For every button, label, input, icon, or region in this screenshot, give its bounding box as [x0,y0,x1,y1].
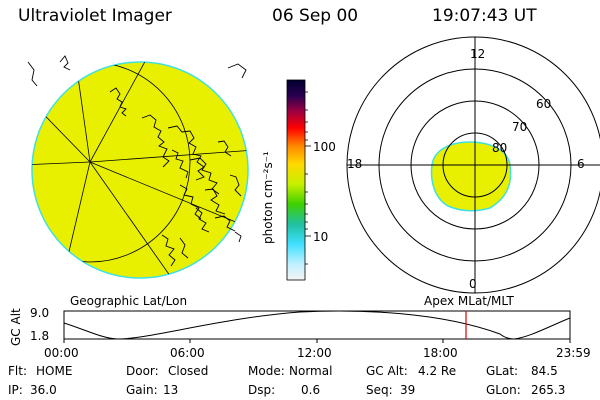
status-glon-label: GLon: [486,383,521,397]
apex-label: Apex MLat/MLT [424,294,514,308]
status-mode-value: Normal [289,364,333,378]
status-gcalt-value: 4.2 Re [418,364,457,378]
colorbar-ticks [305,91,311,265]
status-flt-value: HOME [36,364,73,378]
colorbar-tick-10: 10 [313,230,329,244]
status-glat-value: 84.5 [531,364,558,378]
status-gain-label: Gain: [126,383,158,397]
altitude-trace [63,310,571,340]
altitude-ylabel: GC Alt [9,308,23,346]
status-dsp-label: Dsp: [248,383,276,397]
status-mode-label: Mode: [248,364,285,378]
colorbar-gradient [286,79,306,281]
polar-lat-70: 70 [512,120,528,134]
status-ip-value: 36.0 [30,383,57,397]
status-gain-value: 13 [163,383,179,397]
altitude-ytick-9: 9.0 [30,306,50,320]
apex-polar-plot [346,36,600,294]
coastlines [27,55,247,267]
geographic-map [27,55,249,279]
colorbar-unit-label: photon cm⁻²s⁻¹ [261,151,275,244]
status-seq-label: Seq: [366,383,393,397]
status-gcalt-label: GC Alt: [366,364,408,378]
x-tick-1800: 18:00 [423,346,458,360]
altitude-ytick-1: 1.8 [30,329,50,343]
polar-label-18: 18 [347,157,363,171]
app-title: Ultraviolet Imager [18,6,172,26]
altitude-x-ticks [63,339,571,343]
header-time: 19:07:43 UT [432,6,537,26]
status-seq-value: 39 [400,383,416,397]
auroral-oval [430,141,512,212]
geographic-label: Geographic Lat/Lon [70,294,188,308]
polar-lat-60: 60 [536,97,552,111]
colorbar [286,79,311,281]
colorbar-tick-100: 100 [313,140,336,154]
uv-emission-disk [31,61,249,279]
status-dsp-value: 0.6 [301,383,321,397]
header-date: 06 Sep 00 [272,6,359,26]
polar-label-12: 12 [470,47,486,61]
status-flt-label: Flt: [8,364,27,378]
x-tick-0000: 00:00 [44,346,79,360]
x-tick-1200: 12:00 [297,346,332,360]
polar-label-6: 6 [577,157,585,171]
polar-lat-80: 80 [492,141,508,155]
altitude-plot [63,310,571,343]
status-ip-label: IP: [8,383,23,397]
x-tick-2359: 23:59 [556,346,591,360]
status-glon-value: 265.3 [531,383,566,397]
status-door-value: Closed [168,364,209,378]
x-tick-0600: 06:00 [170,346,205,360]
status-door-label: Door: [126,364,159,378]
altitude-frame [63,310,571,340]
polar-label-0: 0 [469,277,477,291]
status-glat-label: GLat: [486,364,519,378]
